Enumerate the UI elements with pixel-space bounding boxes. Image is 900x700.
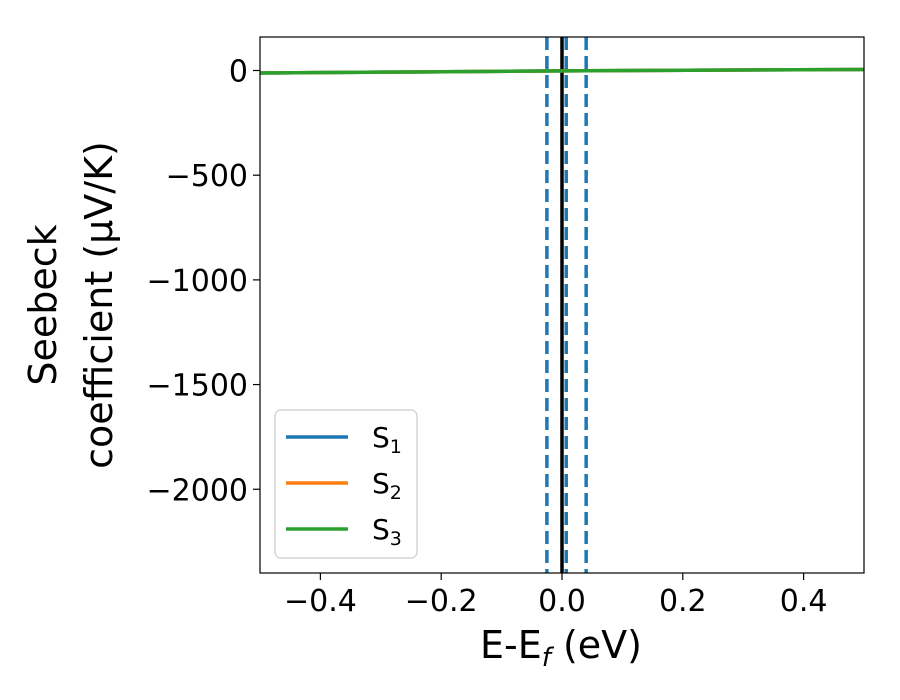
series-line-S3 (259, 67, 865, 75)
x-tick-label: 0.4 (780, 584, 828, 619)
legend: S1 S2 S3 (274, 409, 418, 559)
y-axis-title: Seebeck coefficient (μV/K) (21, 141, 121, 469)
legend-label-S1: S1 (372, 421, 402, 458)
y-axis-title-line2: coefficient (μV/K) (77, 141, 121, 469)
x-tick-label: 0.2 (659, 584, 707, 619)
y-tick-label: −1000 (147, 264, 248, 299)
legend-label-S3: S3 (372, 513, 402, 550)
x-tick-label: −0.4 (284, 584, 357, 619)
legend-label-S2: S2 (372, 467, 402, 504)
x-axis-ticks: −0.4 −0.2 0.0 0.2 0.4 (284, 573, 827, 619)
x-axis-title-unit: (eV) (551, 623, 642, 667)
x-axis-title: E-Ef (eV) (480, 623, 642, 673)
y-tick-label: −2000 (147, 473, 248, 508)
y-axis-ticks: 0 −500 −1000 −1500 −2000 (147, 55, 260, 508)
series-lines (259, 67, 865, 75)
x-tick-label: 0.0 (538, 584, 586, 619)
y-tick-label: −1500 (147, 369, 248, 404)
reference-lines (545, 37, 588, 573)
x-tick-label: −0.2 (405, 584, 478, 619)
y-tick-label: 0 (229, 55, 248, 90)
x-axis-title-main: E-E (480, 623, 542, 667)
y-axis-title-line1: Seebeck (21, 224, 65, 385)
y-tick-label: −500 (166, 159, 248, 194)
